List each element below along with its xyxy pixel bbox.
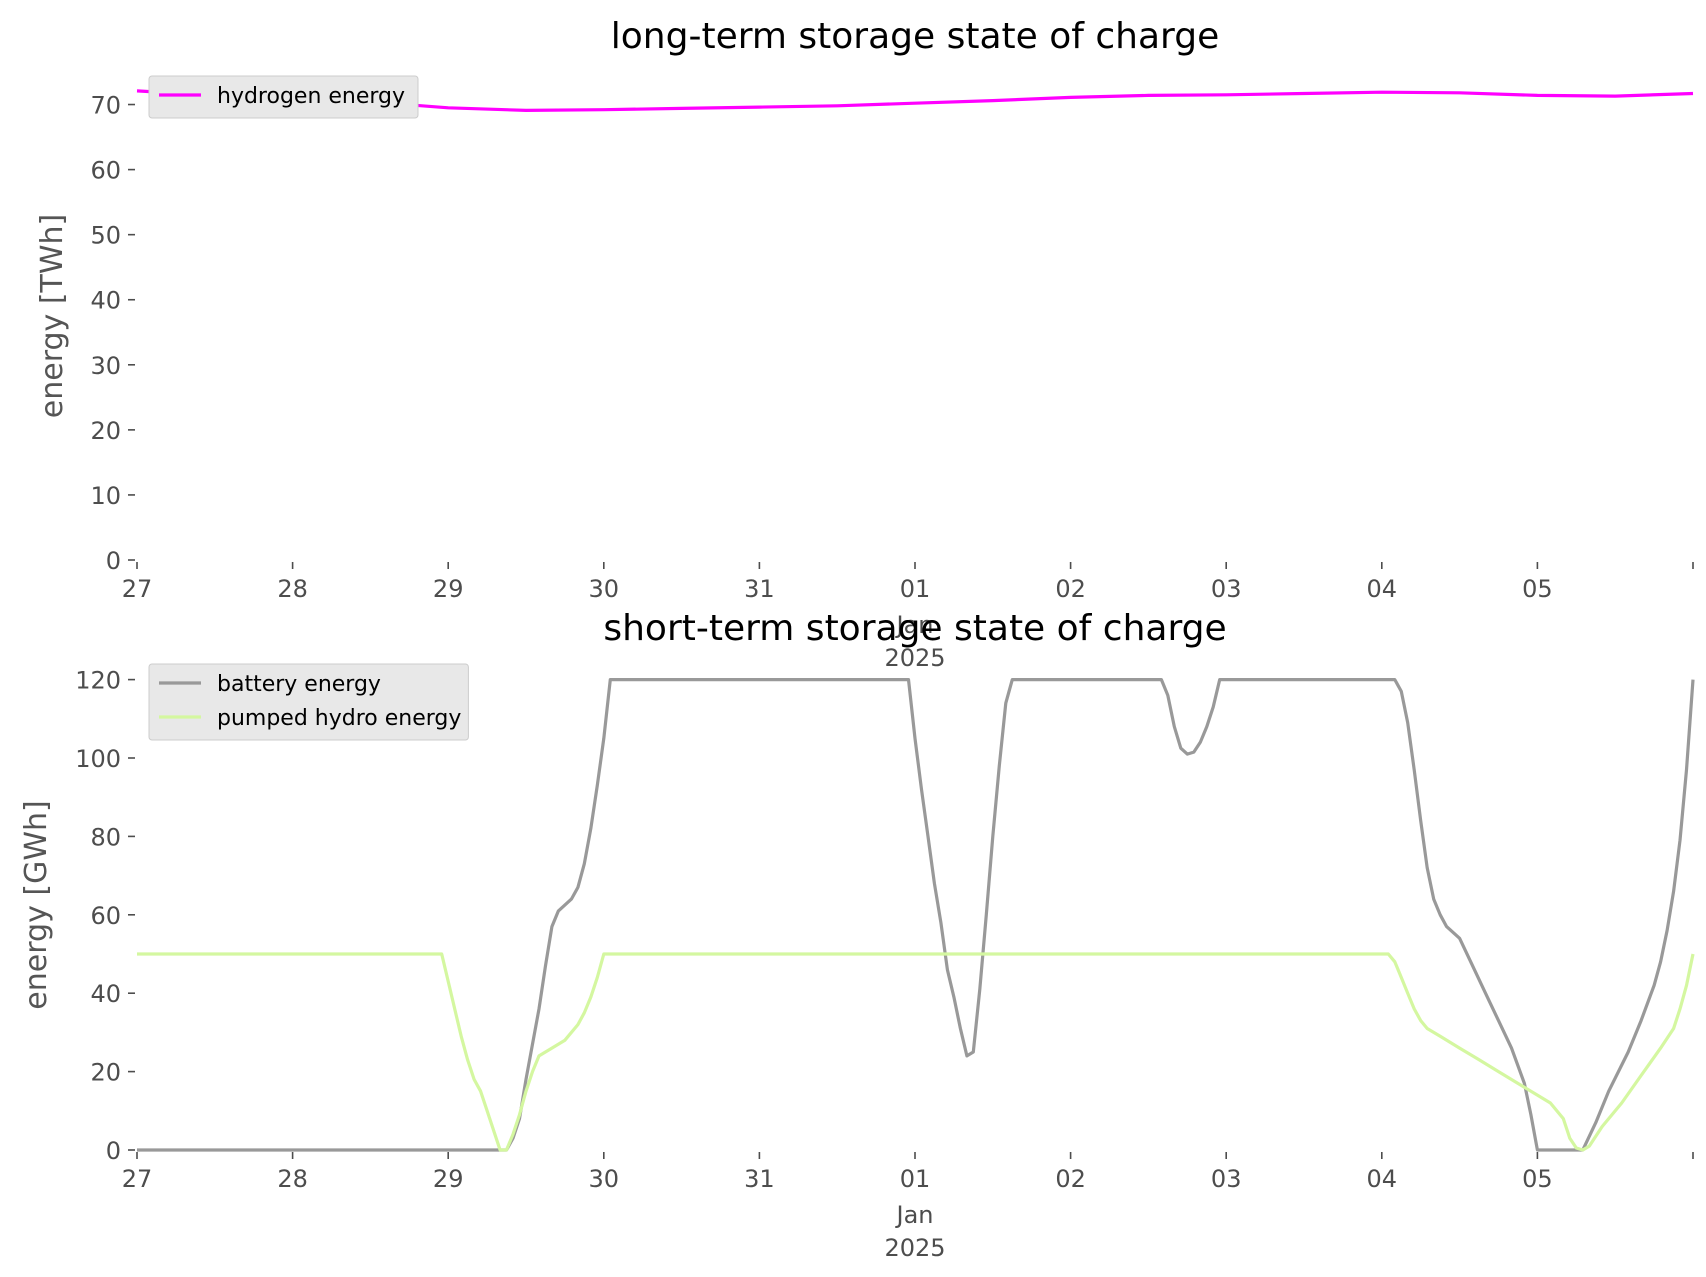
x-tick-label: 30 [589, 575, 620, 603]
legend-box [148, 663, 469, 741]
y-tick-label: 30 [90, 352, 121, 380]
y-tick-label: 10 [90, 482, 121, 510]
y-axis-label: energy [TWh] [35, 214, 70, 418]
chart-title: long-term storage state of charge [611, 16, 1219, 57]
y-tick-label: 100 [75, 745, 121, 773]
x-tick-sublabel: Jan [895, 1201, 934, 1229]
x-tick-label: 04 [1367, 1165, 1398, 1193]
x-tick-label: 28 [277, 575, 308, 603]
x-tick-label: 29 [433, 1165, 464, 1193]
y-axis-label: energy [GWh] [19, 800, 54, 1009]
chart-title: short-term storage state of charge [603, 608, 1226, 649]
x-tick-label: 31 [744, 1165, 775, 1193]
y-tick-label: 0 [106, 1137, 121, 1165]
y-tick-label: 20 [90, 417, 121, 445]
x-tick-sublabel: 2025 [884, 1234, 945, 1262]
x-tick-label: 05 [1522, 575, 1553, 603]
x-tick-label: 01 [900, 575, 931, 603]
y-tick-label: 70 [90, 92, 121, 120]
x-tick-label: 02 [1055, 1165, 1086, 1193]
y-tick-label: 40 [90, 287, 121, 315]
y-tick-label: 60 [90, 902, 121, 930]
legend-label: pumped hydro energy [217, 706, 461, 731]
y-tick-label: 40 [90, 980, 121, 1008]
x-tick-label: 02 [1055, 575, 1086, 603]
x-tick-sublabel: Jan [895, 611, 934, 639]
y-tick-label: 120 [75, 667, 121, 695]
x-tick-label: 30 [589, 1165, 620, 1193]
legend-label: battery energy [217, 672, 381, 697]
x-tick-label: 29 [433, 575, 464, 603]
x-tick-label: 03 [1211, 1165, 1242, 1193]
x-tick-label: 05 [1522, 1165, 1553, 1193]
x-tick-label: 27 [122, 1165, 153, 1193]
legend-box [148, 75, 419, 119]
x-tick-label: 27 [122, 575, 153, 603]
x-tick-label: 01 [900, 1165, 931, 1193]
y-tick-label: 0 [106, 547, 121, 575]
legend-label: hydrogen energy [217, 84, 405, 109]
y-tick-label: 20 [90, 1059, 121, 1087]
y-tick-label: 50 [90, 222, 121, 250]
x-tick-label: 28 [277, 1165, 308, 1193]
y-tick-label: 80 [90, 823, 121, 851]
x-tick-sublabel: 2025 [884, 644, 945, 672]
x-tick-label: 04 [1367, 575, 1398, 603]
x-tick-label: 03 [1211, 575, 1242, 603]
series-line-battery-energy [137, 678, 1695, 1152]
series-line-pumped-hydro-energy [137, 952, 1695, 1152]
y-tick-label: 60 [90, 157, 121, 185]
x-tick-label: 31 [744, 575, 775, 603]
